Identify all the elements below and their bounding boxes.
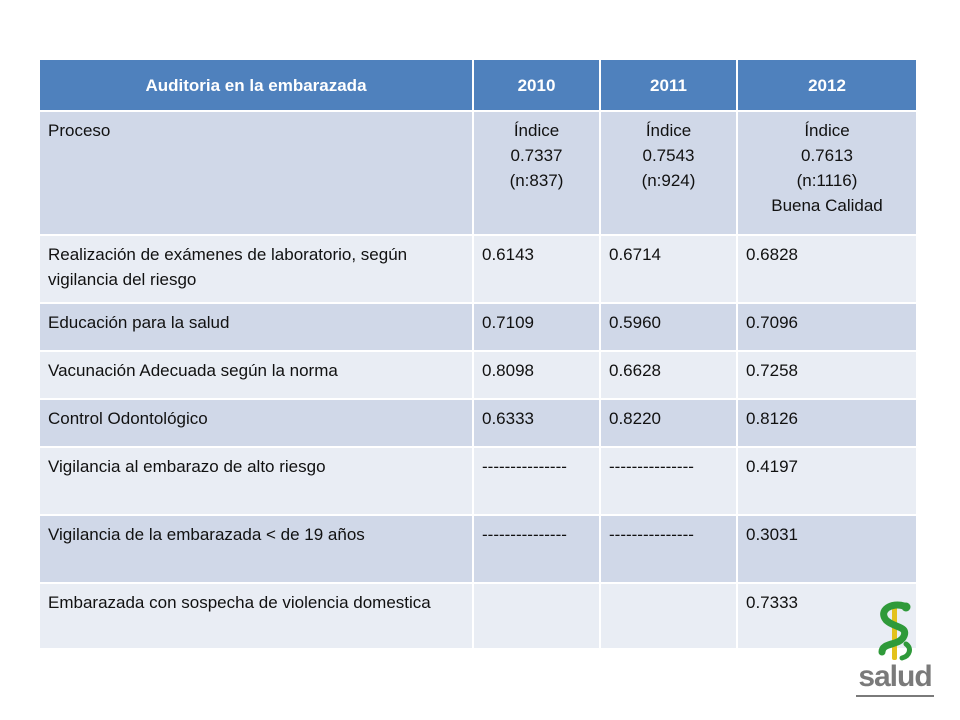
row-label: Embarazada con sospecha de violencia dom… xyxy=(38,582,474,650)
row-label: Vacunación Adecuada según la norma xyxy=(38,350,474,400)
cell-2012: 0.4197 xyxy=(736,446,918,516)
cell-2010: 0.8098 xyxy=(472,350,601,400)
cell-2011: 0.6714 xyxy=(599,234,738,304)
cell-2012: 0.7096 xyxy=(736,302,918,352)
table-row: Vacunación Adecuada según la norma 0.809… xyxy=(38,350,918,400)
table-row: Control Odontológico 0.6333 0.8220 0.812… xyxy=(38,398,918,448)
cell-2011: 0.8220 xyxy=(599,398,738,448)
header-2011: 2011 xyxy=(599,58,738,112)
cell-line: 0.7613 xyxy=(801,146,853,165)
logo-word: salud xyxy=(858,660,932,693)
header-2012: 2012 xyxy=(736,58,918,112)
cell-line: (n:1116) xyxy=(796,171,858,190)
cell-line: Índice xyxy=(513,121,560,140)
cell-2011: 0.6628 xyxy=(599,350,738,400)
cell-2012: Índice 0.7613 (n:1116) Buena Calidad xyxy=(736,110,918,236)
header-2010: 2010 xyxy=(472,58,601,112)
cell-line: Índice xyxy=(645,121,692,140)
cell-line: 0.7543 xyxy=(642,146,695,165)
cell-2011 xyxy=(599,582,738,650)
cell-2010: 0.7109 xyxy=(472,302,601,352)
cell-2010: Índice 0.7337 (n:837) xyxy=(472,110,601,236)
row-label: Vigilancia de la embarazada < de 19 años xyxy=(38,514,474,584)
cell-2010 xyxy=(472,582,601,650)
cell-2011: --------------- xyxy=(599,446,738,516)
cell-line: Buena Calidad xyxy=(771,196,883,215)
cell-2012: 0.6828 xyxy=(736,234,918,304)
header-title: Auditoria en la embarazada xyxy=(38,58,474,112)
table-header-row: Auditoria en la embarazada 2010 2011 201… xyxy=(38,58,918,112)
cell-line: (n:837) xyxy=(509,171,564,190)
row-label: Vigilancia al embarazo de alto riesgo xyxy=(38,446,474,516)
staff-snake-icon xyxy=(878,601,912,661)
cell-2012: 0.7258 xyxy=(736,350,918,400)
cell-2010: --------------- xyxy=(472,446,601,516)
cell-2011: 0.5960 xyxy=(599,302,738,352)
row-label: Proceso xyxy=(38,110,474,236)
cell-line: (n:924) xyxy=(641,171,696,190)
table-row: Educación para la salud 0.7109 0.5960 0.… xyxy=(38,302,918,352)
table-row: Embarazada con sospecha de violencia dom… xyxy=(38,582,918,650)
cell-2012: 0.8126 xyxy=(736,398,918,448)
row-label: Educación para la salud xyxy=(38,302,474,352)
table-row: Vigilancia al embarazo de alto riesgo --… xyxy=(38,446,918,516)
table-row: Vigilancia de la embarazada < de 19 años… xyxy=(38,514,918,584)
cell-2010: --------------- xyxy=(472,514,601,584)
audit-table: Auditoria en la embarazada 2010 2011 201… xyxy=(38,58,918,650)
row-label: Control Odontológico xyxy=(38,398,474,448)
row-label: Realización de exámenes de laboratorio, … xyxy=(38,234,474,304)
cell-line: 0.7337 xyxy=(510,146,563,165)
logo-divider xyxy=(856,695,934,697)
salud-logo: salud xyxy=(852,600,938,710)
cell-2011: --------------- xyxy=(599,514,738,584)
table-row-proceso: Proceso Índice 0.7337 (n:837) Índice 0.7… xyxy=(38,110,918,236)
cell-2011: Índice 0.7543 (n:924) xyxy=(599,110,738,236)
cell-2012: 0.3031 xyxy=(736,514,918,584)
table-row: Realización de exámenes de laboratorio, … xyxy=(38,234,918,304)
cell-2010: 0.6143 xyxy=(472,234,601,304)
cell-line: Índice xyxy=(804,121,850,140)
cell-2010: 0.6333 xyxy=(472,398,601,448)
